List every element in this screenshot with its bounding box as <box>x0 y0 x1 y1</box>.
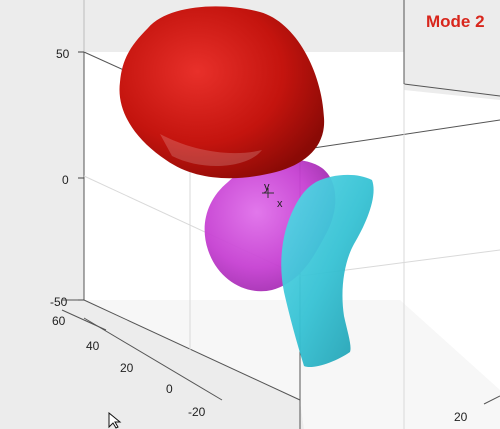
center-y-label: y <box>264 181 270 193</box>
center-marker: y x <box>262 181 283 210</box>
plot-floor-face <box>84 300 500 429</box>
cursor-arrow-icon <box>108 412 122 429</box>
cyan-isosurface <box>281 174 374 368</box>
y-tick-label: 60 <box>52 314 66 328</box>
x-tick-label: 20 <box>454 410 468 424</box>
z-axis: 50 0 -50 <box>50 47 84 309</box>
y-tick-label: 0 <box>166 382 173 396</box>
z-tick-label: 50 <box>56 47 70 61</box>
y-tick-label: 40 <box>86 339 100 353</box>
center-x-label: x <box>277 198 283 210</box>
y-tick-label: 20 <box>120 361 134 375</box>
y-tick-label: -20 <box>188 405 206 419</box>
z-tick-label: 0 <box>62 173 69 187</box>
y-axis: 60 40 20 0 -20 <box>52 314 223 419</box>
z-tick-label: -50 <box>50 295 68 309</box>
x-axis: 20 <box>454 395 500 424</box>
red-highlight <box>160 134 262 167</box>
red-isosurface <box>119 6 325 179</box>
mode-label: Mode 2 <box>426 12 485 31</box>
